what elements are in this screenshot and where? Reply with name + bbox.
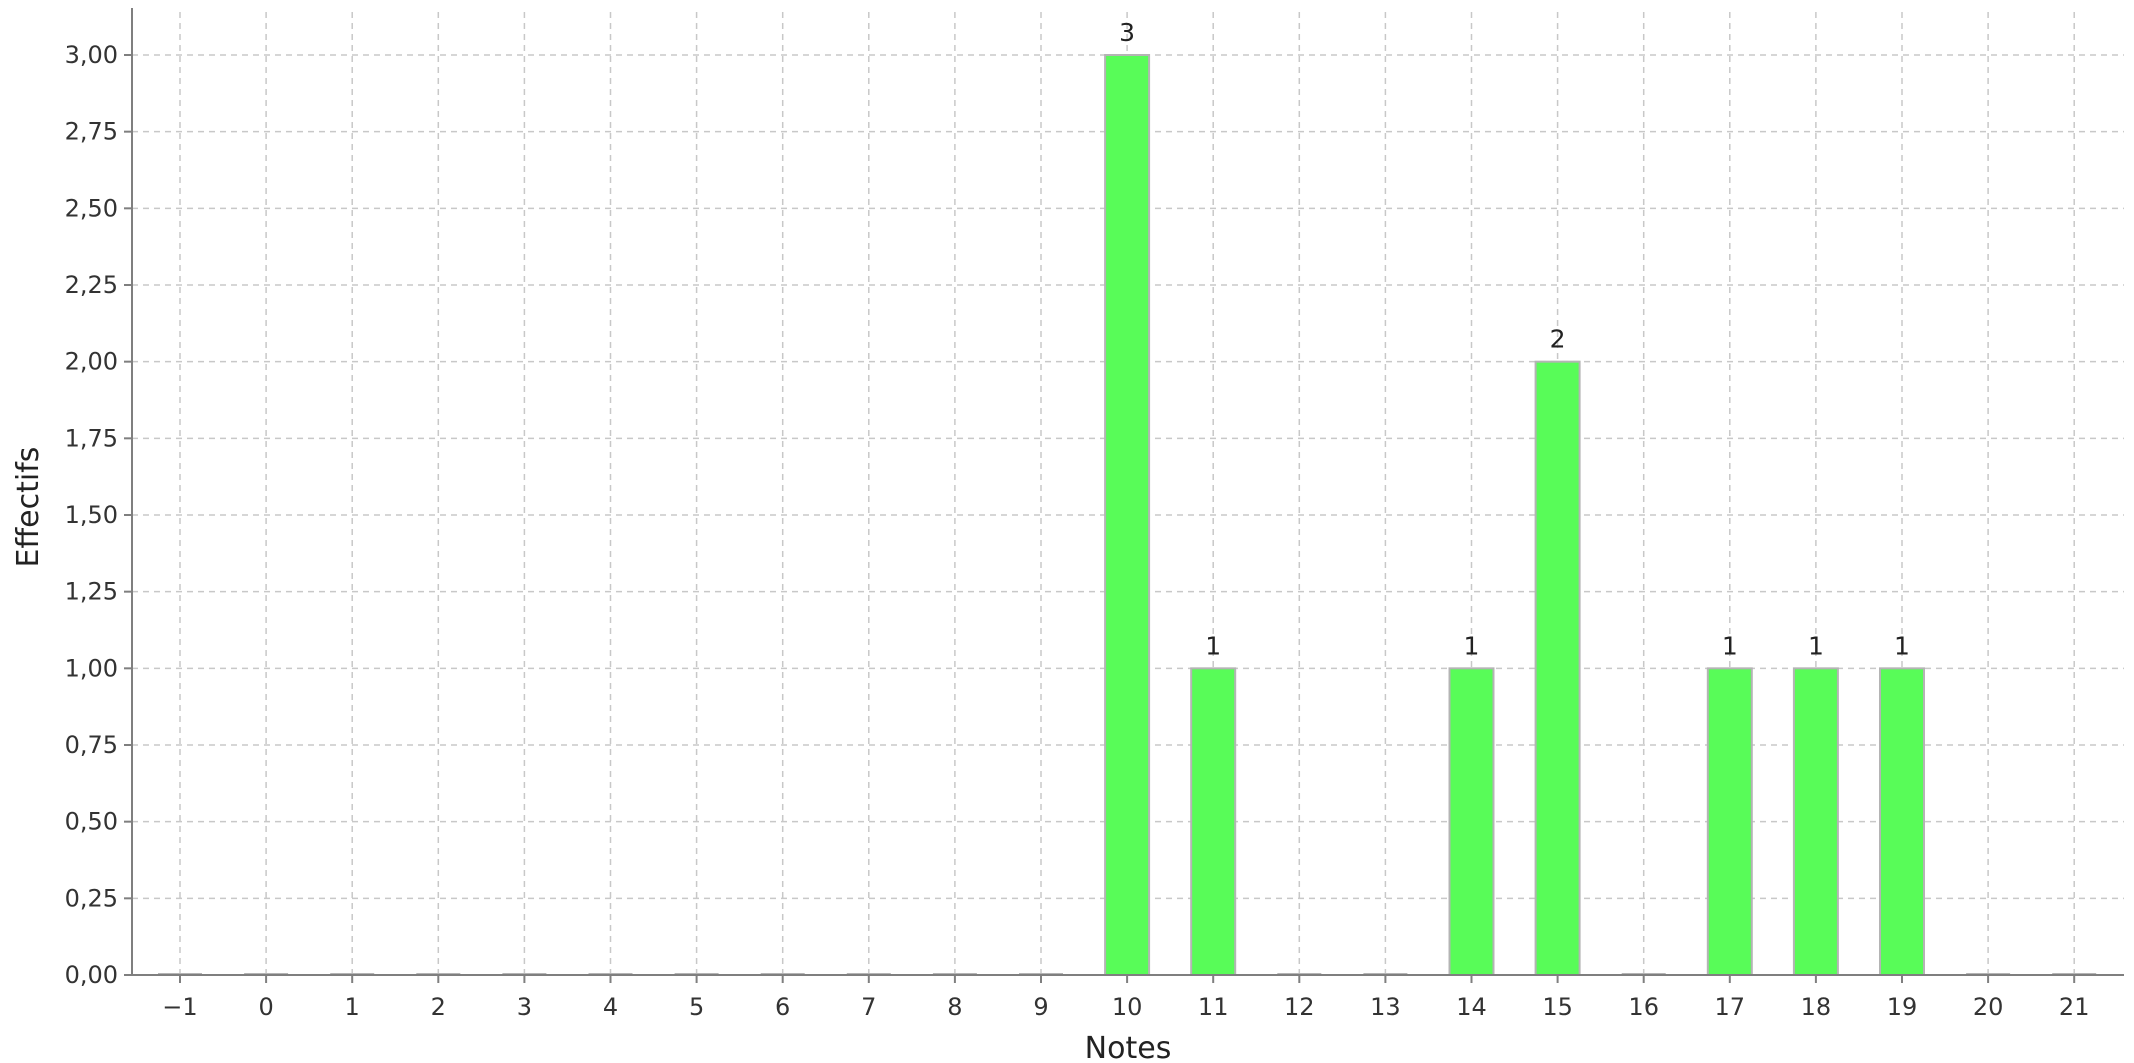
- x-tick-label: 0: [258, 993, 273, 1021]
- x-tick-label: 1: [345, 993, 360, 1021]
- y-tick-label: 0,75: [65, 731, 118, 759]
- y-tick-label: 0,50: [65, 808, 118, 836]
- bar: [1706, 667, 1753, 976]
- y-tick-label: 3,00: [65, 41, 118, 69]
- x-tick-label: 2: [431, 993, 446, 1021]
- x-tick-label: 4: [603, 993, 618, 1021]
- y-tick-label: 2,50: [65, 194, 118, 222]
- x-tick-label: 20: [1973, 993, 2004, 1021]
- y-tick-label: 2,25: [65, 271, 118, 299]
- y-tick-label: 1,00: [65, 654, 118, 682]
- x-tick-label: 9: [1033, 993, 1048, 1021]
- bar: [1879, 667, 1925, 976]
- x-tick-label: 3: [517, 993, 532, 1021]
- y-tick-label: 2,00: [65, 348, 118, 376]
- x-tick-label: 17: [1715, 993, 1746, 1021]
- x-tick-label: 8: [947, 993, 962, 1021]
- y-tick-label: 1,25: [65, 578, 118, 606]
- x-tick-label: 7: [861, 993, 876, 1021]
- y-tick-label: 1,75: [65, 424, 118, 452]
- x-tick-label: 14: [1456, 993, 1487, 1021]
- x-tick-label: 13: [1370, 993, 1401, 1021]
- bar: [1104, 54, 1151, 976]
- data-label: 3: [1119, 18, 1135, 47]
- axis-layer: [124, 8, 2124, 983]
- y-tick-label: 1,50: [65, 501, 118, 529]
- data-label: 2: [1550, 325, 1566, 354]
- x-tick-label: 10: [1112, 993, 1143, 1021]
- bar-layer: [158, 54, 2097, 976]
- x-tick-label: 18: [1801, 993, 1832, 1021]
- bar: [1534, 360, 1581, 976]
- y-tick-label: 0,25: [65, 884, 118, 912]
- label-layer: 0,00 0,25 0,50 0,75 1,00 1,25 1,50 1,75 2,00 2,25…: [65, 18, 2090, 1021]
- x-tick-label: 15: [1542, 993, 1573, 1021]
- x-tick-label: 11: [1198, 993, 1229, 1021]
- bar: [1190, 667, 1237, 976]
- data-label: 1: [1894, 631, 1910, 660]
- x-tick-label: 5: [689, 993, 704, 1021]
- data-label: 1: [1808, 631, 1824, 660]
- x-tick-label: 21: [2059, 993, 2090, 1021]
- x-tick-label: 19: [1887, 993, 1918, 1021]
- x-axis-title: Notes: [1085, 1031, 1172, 1063]
- y-axis-title: Effectifs: [11, 447, 46, 568]
- bar: [1448, 667, 1495, 976]
- x-tick-label: 16: [1628, 993, 1659, 1021]
- y-tick-label: 0,00: [65, 961, 118, 989]
- x-tick-label: −1: [162, 993, 197, 1021]
- y-tick-label: 2,75: [65, 118, 118, 146]
- data-label: 1: [1464, 631, 1480, 660]
- data-label: 1: [1205, 631, 1221, 660]
- data-label: 1: [1722, 631, 1738, 660]
- x-tick-label: 6: [775, 993, 790, 1021]
- bar: [1792, 667, 1839, 976]
- x-tick-label: 12: [1284, 993, 1315, 1021]
